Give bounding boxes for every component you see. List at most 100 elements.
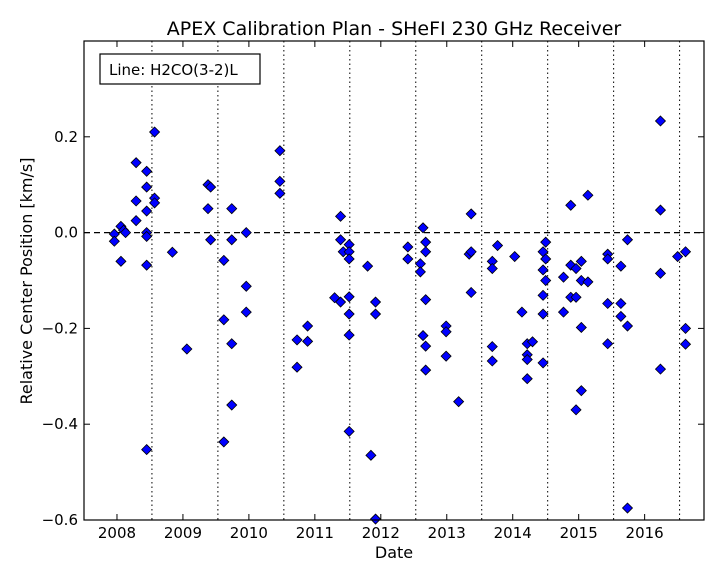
x-tick-label: 2008 bbox=[98, 524, 136, 542]
data-point bbox=[621, 234, 634, 246]
y-axis-ticks: −0.6 −0.4 −0.2 0.0 0.2 bbox=[42, 128, 704, 529]
data-point bbox=[602, 297, 614, 310]
data-point bbox=[557, 306, 570, 318]
data-point bbox=[654, 115, 667, 127]
data-point bbox=[570, 291, 582, 303]
data-point bbox=[420, 246, 432, 258]
data-point bbox=[521, 373, 533, 385]
data-point bbox=[516, 306, 528, 318]
data-point bbox=[537, 308, 549, 320]
data-point bbox=[621, 320, 634, 332]
data-point bbox=[486, 262, 498, 275]
data-point bbox=[240, 227, 252, 239]
data-point bbox=[417, 222, 429, 234]
data-point bbox=[654, 204, 667, 216]
data-point bbox=[526, 336, 539, 348]
x-tick-label: 2013 bbox=[428, 524, 466, 542]
data-point bbox=[420, 294, 432, 306]
y-tick-label: 0.0 bbox=[54, 224, 78, 242]
data-point bbox=[540, 236, 552, 248]
data-point bbox=[115, 255, 127, 267]
data-point bbox=[149, 197, 161, 209]
data-point bbox=[343, 253, 355, 265]
data-point bbox=[240, 280, 252, 292]
data-point bbox=[369, 513, 382, 525]
data-point bbox=[672, 250, 684, 263]
data-point bbox=[521, 353, 533, 366]
data-point bbox=[602, 338, 614, 350]
data-point bbox=[166, 246, 178, 258]
y-axis-label: Relative Center Position [km/s] bbox=[17, 158, 36, 405]
x-axis-label: Date bbox=[375, 543, 413, 562]
y-tick-label: −0.4 bbox=[42, 415, 78, 433]
data-point bbox=[465, 246, 477, 258]
data-point bbox=[440, 350, 452, 362]
x-tick-label: 2012 bbox=[362, 524, 400, 542]
data-point bbox=[141, 181, 153, 193]
x-axis-ticks: 2008 2009 2010 2011 2012 2013 2014 2015 2016 bbox=[98, 41, 664, 542]
data-point bbox=[181, 343, 193, 355]
data-point bbox=[621, 502, 634, 514]
data-point bbox=[141, 205, 153, 217]
data-point bbox=[414, 266, 426, 278]
data-point bbox=[291, 361, 303, 373]
data-point bbox=[130, 195, 142, 207]
data-point bbox=[537, 289, 549, 301]
data-point bbox=[486, 341, 498, 353]
data-point bbox=[582, 276, 594, 288]
data-point bbox=[465, 208, 477, 220]
data-point bbox=[369, 308, 382, 320]
data-point bbox=[240, 306, 252, 318]
data-point bbox=[615, 297, 627, 310]
data-point bbox=[679, 338, 692, 350]
data-point bbox=[509, 250, 521, 263]
data-point bbox=[218, 314, 230, 326]
data-point bbox=[570, 404, 582, 416]
x-tick-label: 2011 bbox=[296, 524, 334, 542]
data-points bbox=[108, 115, 692, 525]
data-point bbox=[486, 355, 498, 367]
x-tick-label: 2014 bbox=[494, 524, 532, 542]
data-point bbox=[108, 235, 120, 247]
x-tick-label: 2009 bbox=[164, 524, 202, 542]
data-point bbox=[226, 234, 238, 246]
data-point bbox=[226, 338, 238, 350]
data-point bbox=[565, 199, 577, 211]
y-tick-label: −0.6 bbox=[42, 511, 78, 529]
data-point bbox=[537, 357, 549, 369]
data-point bbox=[602, 253, 614, 265]
data-point bbox=[570, 262, 582, 275]
data-point bbox=[417, 330, 429, 342]
data-point bbox=[465, 286, 477, 299]
x-tick-label: 2010 bbox=[230, 524, 268, 542]
data-point bbox=[274, 145, 286, 157]
data-point bbox=[130, 215, 142, 227]
data-point bbox=[335, 296, 347, 308]
data-point bbox=[141, 230, 153, 242]
data-point bbox=[654, 363, 667, 375]
data-point bbox=[335, 234, 347, 246]
data-point bbox=[141, 444, 153, 456]
data-point bbox=[402, 253, 414, 265]
legend: Line: H2CO(3-2)L bbox=[99, 53, 261, 85]
data-point bbox=[365, 449, 377, 461]
data-point bbox=[402, 241, 414, 253]
x-tick-label: 2016 bbox=[626, 524, 664, 542]
data-point bbox=[540, 274, 552, 287]
data-point bbox=[654, 267, 667, 279]
data-point bbox=[218, 436, 230, 448]
data-point bbox=[679, 322, 692, 334]
data-point bbox=[582, 189, 594, 201]
data-point bbox=[141, 165, 153, 177]
data-point bbox=[202, 203, 214, 215]
data-point bbox=[575, 385, 587, 397]
dotted-reference-lines bbox=[151, 41, 681, 520]
data-point bbox=[453, 396, 465, 408]
data-point bbox=[218, 254, 230, 266]
data-point bbox=[537, 264, 549, 276]
data-point bbox=[335, 210, 347, 222]
chart-title: APEX Calibration Plan - SHeFI 230 GHz Re… bbox=[167, 18, 622, 40]
data-point bbox=[369, 296, 382, 308]
data-point bbox=[302, 320, 314, 332]
data-point bbox=[302, 335, 314, 347]
